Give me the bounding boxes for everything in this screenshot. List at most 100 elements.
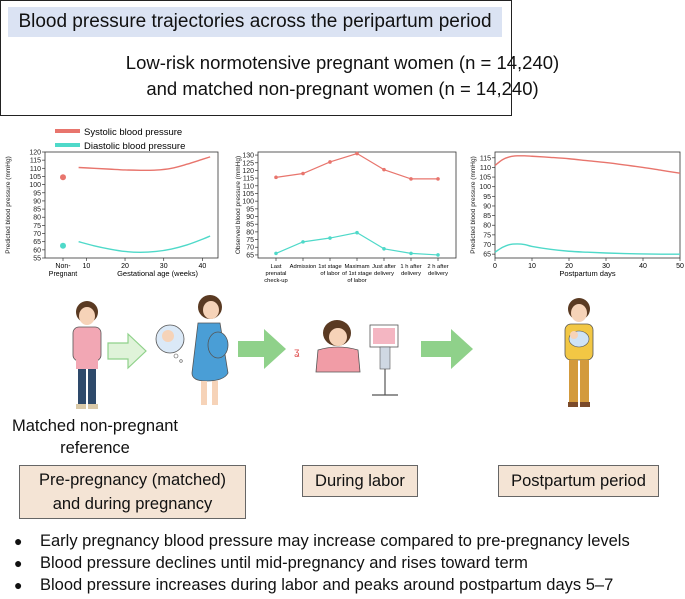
systolic-data-point [382,167,386,172]
list-item: ● Blood pressure declines until mid-pregn… [14,553,528,572]
population-line-1: Low-risk normotensive pregnant women (n … [125,52,560,73]
y-tick-label: 80 [483,223,491,230]
woman-in-labor-illustration: ʓ [294,320,399,396]
y-tick-label: 125 [242,160,254,167]
y-tick-label: 90 [246,214,254,221]
x-tick-label: check-up [264,278,288,284]
reference-label-line-1: Matched non-pregnant [11,417,179,435]
y-tick-label: 95 [246,206,254,213]
chart-legend: Systolic blood pressure Diastolic blood … [55,127,185,152]
y-tick-label: 65 [483,252,491,259]
stage-pregnancy-line-2: and during pregnancy [52,495,213,513]
x-tick-label: 1st stage [318,264,342,270]
diastolic-data-point [382,246,386,251]
diastolic-data-point [409,251,413,256]
diastolic-series-line [78,235,211,253]
x-tick-label: 30 [602,263,610,270]
y-tick-label: 70 [33,231,41,238]
x-axis-label: Postpartum days [559,269,616,278]
y-tick-label: 70 [483,242,491,249]
y-tick-label: 130 [242,153,254,160]
key-findings-list: ● Early pregnancy blood pressure may incr… [14,530,684,596]
title-box: Blood pressure trajectories across the p… [0,0,559,116]
x-tick-label: 10 [82,263,90,270]
x-tick-label: Last [271,264,282,270]
postpartum-woman-illustration [564,298,594,407]
x-tick-label: 20 [565,263,573,270]
y-tick-label: 55 [33,256,41,263]
x-tick-label: 20 [121,263,129,270]
legend-diastolic-label: Diastolic blood pressure [84,141,185,152]
y-tick-label: 100 [479,184,491,191]
labor-chart: 65707580859095100105110115120125130Obser… [235,151,457,284]
svg-text:ʓ: ʓ [294,347,300,358]
diastolic-nonpregnant-point [60,242,66,249]
x-tick-label: 1 h after [400,264,421,270]
x-tick-label: prenatal [266,271,287,277]
x-tick-label: 0 [493,263,497,270]
x-tick-label: of 1st stage [342,271,372,277]
plot-frame [44,151,219,259]
x-tick-label: 50 [676,263,684,270]
y-tick-label: 65 [33,239,41,246]
diastolic-series-line [275,232,439,256]
stage-pregnancy-box: Pre-pregnancy (matched) and during pregn… [19,465,246,519]
y-tick-label: 90 [33,198,41,205]
x-tick-label: of labor [320,271,339,277]
y-tick-label: 95 [33,190,41,197]
bullet-icon: ● [14,533,23,549]
diastolic-data-point [274,251,278,256]
systolic-data-point [328,160,332,164]
x-tick-label: delivery [428,271,448,277]
arrow-to-postpartum-icon [421,329,473,369]
y-tick-label: 70 [246,245,254,252]
population-line-2: and matched non-pregnant women (n = 14,2… [146,78,539,99]
y-tick-label: 80 [33,215,41,222]
x-tick-label: 2 h after [427,264,448,270]
legend-systolic-label: Systolic blood pressure [84,127,182,138]
y-tick-label: 85 [33,207,41,214]
x-tick-label: Admission [290,264,317,270]
systolic-series-line [275,152,438,180]
y-tick-label: 80 [246,229,254,236]
y-tick-label: 90 [483,203,491,210]
bullet-icon: ● [14,577,23,593]
fetus-icon [155,324,185,363]
non-pregnant-woman-illustration [72,301,102,409]
x-tick-label: Maximam [344,264,369,270]
arrow-to-labor-icon [238,329,286,369]
x-tick-label: delivery [374,271,394,277]
plot-frame [494,151,681,259]
stage-labor-box: During labor [302,465,418,497]
plot-frame [257,151,457,259]
y-tick-label: 100 [242,199,254,206]
x-axis-label: Gestational age (weeks) [117,269,198,278]
x-tick-label: 40 [639,263,647,270]
y-axis-label: Predicted blood pressure (mmHg) [5,156,12,254]
reference-label: Matched non-pregnant reference [0,415,190,459]
y-tick-label: 120 [242,168,254,175]
reference-label-line-2: reference [60,439,130,457]
light-arrow-icon [107,332,147,370]
diastolic-data-point [328,236,332,240]
illustration-row: ʓ [72,295,594,409]
y-tick-label: 110 [480,165,491,172]
y-tick-label: 115 [30,158,41,165]
y-tick-label: 75 [246,237,254,244]
bullet-icon: ● [14,555,23,571]
systolic-data-point [355,151,359,156]
diastolic-data-point [301,240,305,244]
diastolic-series-line [494,243,681,255]
y-tick-label: 75 [483,232,491,239]
y-tick-label: 75 [33,223,41,230]
y-tick-label: 105 [479,175,491,182]
list-item: ● Early pregnancy blood pressure may incr… [14,531,630,550]
pregnant-woman-illustration [191,295,229,405]
x-tick-label: 40 [198,263,206,270]
x-tick-label: Just after [372,264,396,270]
y-tick-label: 105 [29,174,41,181]
y-tick-label: 120 [29,150,41,157]
y-tick-label: 100 [29,182,41,189]
y-tick-label: 85 [246,222,254,229]
